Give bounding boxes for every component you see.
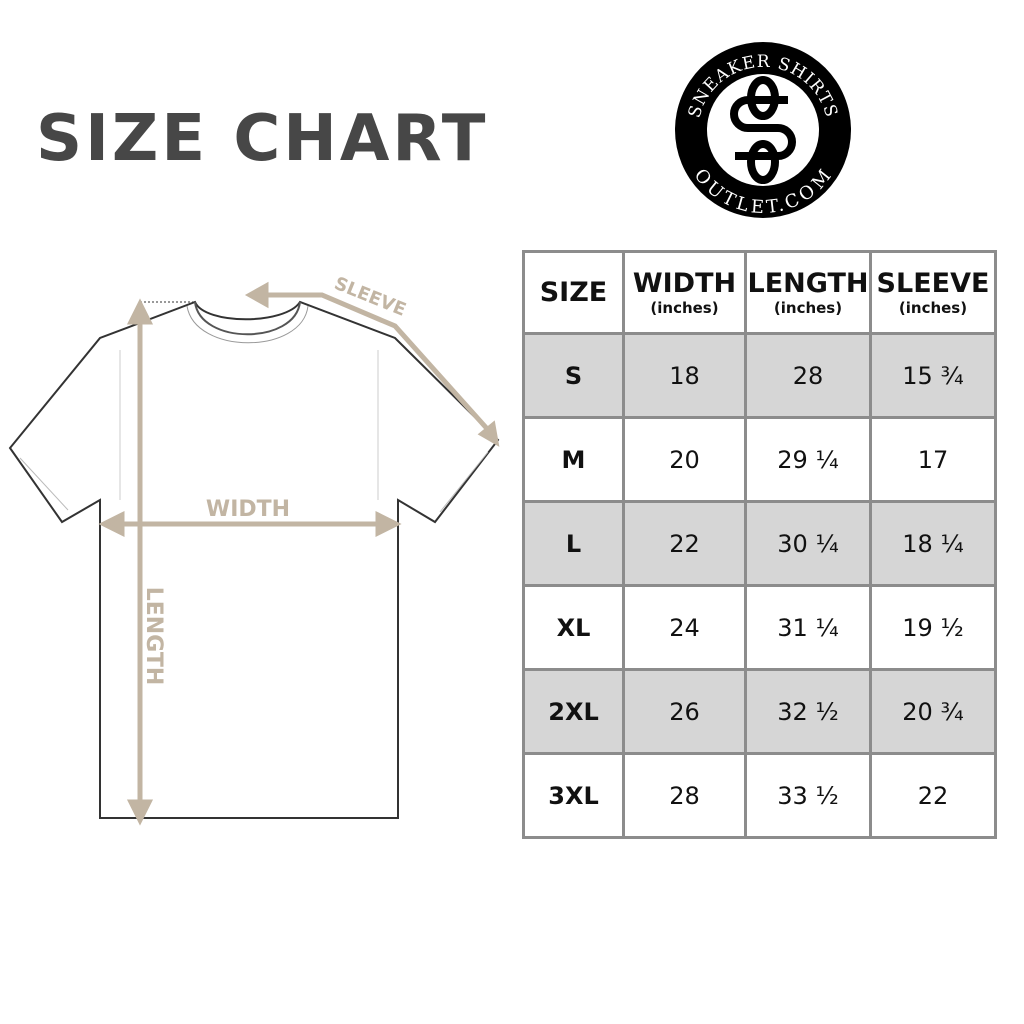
header-width: WIDTH (inches) bbox=[622, 250, 747, 335]
width-cell: 28 bbox=[622, 752, 747, 839]
sleeve-cell: 20 ¾ bbox=[869, 668, 997, 755]
header-sleeve: SLEEVE (inches) bbox=[869, 250, 997, 335]
table-row: S 18 28 15 ¾ bbox=[522, 332, 997, 419]
table-row: 2XL 26 32 ½ 20 ¾ bbox=[522, 668, 997, 755]
page-title: SIZE CHART bbox=[36, 102, 489, 176]
length-cell: 28 bbox=[744, 332, 872, 419]
width-cell: 26 bbox=[622, 668, 747, 755]
table-row: XL 24 31 ¼ 19 ½ bbox=[522, 584, 997, 671]
brand-logo: SNEAKER SHIRTS OUTLET.COM bbox=[675, 42, 851, 218]
length-cell: 29 ¼ bbox=[744, 416, 872, 503]
size-cell: M bbox=[522, 416, 625, 503]
sleeve-cell: 22 bbox=[869, 752, 997, 839]
width-label: WIDTH bbox=[206, 497, 290, 522]
table-row: L 22 30 ¼ 18 ¼ bbox=[522, 500, 997, 587]
width-cell: 22 bbox=[622, 500, 747, 587]
table-row: M 20 29 ¼ 17 bbox=[522, 416, 997, 503]
size-cell: S bbox=[522, 332, 625, 419]
size-cell: 2XL bbox=[522, 668, 625, 755]
width-cell: 18 bbox=[622, 332, 747, 419]
width-cell: 24 bbox=[622, 584, 747, 671]
size-cell: 3XL bbox=[522, 752, 625, 839]
tshirt-diagram: WIDTH LENGTH SLEEVE bbox=[8, 273, 500, 826]
sleeve-cell: 17 bbox=[869, 416, 997, 503]
measure-arrows bbox=[98, 281, 500, 826]
length-cell: 32 ½ bbox=[744, 668, 872, 755]
table-header-row: SIZE WIDTH (inches) LENGTH (inches) SLEEVE… bbox=[522, 250, 997, 335]
table-row: 3XL 28 33 ½ 22 bbox=[522, 752, 997, 839]
sleeve-cell: 19 ½ bbox=[869, 584, 997, 671]
sleeve-cell: 15 ¾ bbox=[869, 332, 997, 419]
size-cell: XL bbox=[522, 584, 625, 671]
length-label: LENGTH bbox=[141, 587, 166, 686]
length-cell: 30 ¼ bbox=[744, 500, 872, 587]
size-table: SIZE WIDTH (inches) LENGTH (inches) SLEEVE… bbox=[522, 250, 997, 839]
header-size: SIZE bbox=[522, 250, 625, 335]
sleeve-cell: 18 ¼ bbox=[869, 500, 997, 587]
header-length: LENGTH (inches) bbox=[744, 250, 872, 335]
length-cell: 33 ½ bbox=[744, 752, 872, 839]
width-cell: 20 bbox=[622, 416, 747, 503]
length-cell: 31 ¼ bbox=[744, 584, 872, 671]
size-cell: L bbox=[522, 500, 625, 587]
